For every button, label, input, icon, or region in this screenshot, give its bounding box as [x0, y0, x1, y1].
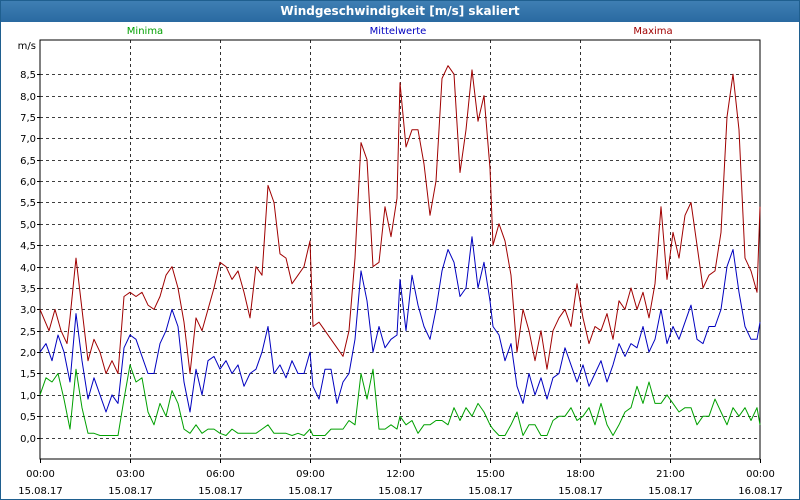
- x-tick-date: 16.08.17: [738, 486, 783, 497]
- y-axis-label: m/s: [18, 41, 36, 52]
- y-tick-label: 4,0: [20, 263, 36, 274]
- x-tick-time: 09:00: [296, 469, 325, 480]
- x-tick-time: 00:00: [746, 469, 775, 480]
- plot-frame: [39, 39, 761, 460]
- y-tick-label: 5,0: [20, 220, 36, 231]
- series-line-max: [39, 65, 761, 374]
- x-tick-date: 15.08.17: [648, 486, 693, 497]
- x-tick-date: 15.08.17: [198, 486, 243, 497]
- legend-max: Maxima: [633, 26, 672, 37]
- series-line-min: [39, 364, 761, 436]
- y-tick-label: 6,5: [20, 156, 36, 167]
- x-tick-time: 00:00: [26, 469, 55, 480]
- x-tick-time: 06:00: [206, 469, 235, 480]
- y-tick-label: 8,0: [20, 92, 36, 103]
- window-title: Windgeschwindigkeit [m/s] skaliert: [1, 1, 799, 22]
- y-tick-label: 6,0: [20, 177, 36, 188]
- x-tick-date: 15.08.17: [108, 486, 153, 497]
- legend-min: Minima: [127, 26, 163, 37]
- series-line-mean: [39, 236, 761, 413]
- x-tick-date: 15.08.17: [468, 486, 513, 497]
- axis: 0,0 0,5 1,0 1,5 2,0 2,5 3,0 3,5 4,0 4,5 5,0 5,5 6,0 6…: [18, 39, 783, 497]
- series-lines: [39, 65, 761, 436]
- x-tick-time: 18:00: [566, 469, 595, 480]
- y-tick-label: 1,0: [20, 391, 36, 402]
- grid: [40, 40, 760, 459]
- legend-mean: Mittelwerte: [370, 26, 427, 37]
- y-tick-label: 0,0: [20, 434, 36, 445]
- x-tick-date: 15.08.17: [378, 486, 423, 497]
- legend: Minima Mittelwerte Maxima: [127, 26, 673, 37]
- x-tick-time: 15:00: [476, 469, 505, 480]
- x-tick-date: 15.08.17: [558, 486, 603, 497]
- y-tick-label: 7,0: [20, 134, 36, 145]
- y-tick-label: 2,5: [20, 327, 36, 338]
- y-tick-label: 0,5: [20, 412, 36, 423]
- x-tick-date: 15.08.17: [18, 486, 63, 497]
- wind-speed-chart: 0,0 0,5 1,0 1,5 2,0 2,5 3,0 3,5 4,0 4,5 5,0 5,5 6,0 6…: [18, 26, 783, 497]
- y-tick-label: 7,5: [20, 113, 36, 124]
- y-tick-label: 3,5: [20, 284, 36, 295]
- x-tick-time: 21:00: [656, 469, 685, 480]
- y-tick-label: 1,5: [20, 369, 36, 380]
- x-tick-time: 12:00: [386, 469, 415, 480]
- y-tick-label: 5,5: [20, 198, 36, 209]
- y-tick-label: 2,0: [20, 348, 36, 359]
- x-tick-time: 03:00: [116, 469, 145, 480]
- x-tick-date: 15.08.17: [288, 486, 333, 497]
- y-tick-label: 3,0: [20, 305, 36, 316]
- y-tick-label: 8,5: [20, 70, 36, 81]
- y-tick-label: 4,5: [20, 241, 36, 252]
